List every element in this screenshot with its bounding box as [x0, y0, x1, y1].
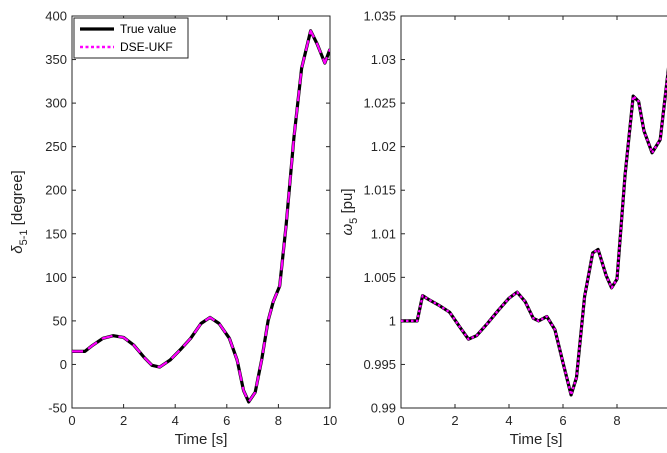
x-tick-label: 8 — [275, 413, 282, 428]
x-tick-label: 2 — [120, 413, 127, 428]
series-line-true-value — [72, 29, 330, 404]
y-tick-label: 400 — [45, 9, 67, 24]
x-tick-label: 6 — [559, 413, 566, 428]
y-tick-label: 100 — [45, 270, 67, 285]
y-tick-label: 1.015 — [363, 183, 396, 198]
axes-box-0 — [71, 15, 331, 409]
y-tick-label: 250 — [45, 139, 67, 154]
x-tick-label: 10 — [323, 413, 337, 428]
y-tick-label: 50 — [53, 313, 67, 328]
legend: True value DSE-UKF — [73, 17, 189, 59]
y-tick-label: 150 — [45, 226, 67, 241]
x-tick-label: 0 — [397, 413, 404, 428]
y-tick-label: 1.03 — [371, 52, 396, 67]
x-axis-label: Time [s] — [175, 431, 228, 448]
x-tick-label: 4 — [172, 413, 179, 428]
y-tick-label: 1.025 — [363, 96, 396, 111]
y-axis-label: ω5 [pu] — [339, 189, 360, 236]
series-line-1 — [401, 71, 667, 397]
x-tick-label: 4 — [505, 413, 512, 428]
series-line-dse-ukf — [72, 29, 330, 403]
y-tick-label: 300 — [45, 96, 67, 111]
x-axis-label: Time [s] — [510, 431, 563, 448]
y-tick-label: -50 — [48, 401, 67, 416]
x-tick-label: 8 — [613, 413, 620, 428]
y-axis-label: δ5-1 [degree] — [9, 170, 30, 253]
y-tick-label: 1.01 — [371, 226, 396, 241]
y-tick-label: 0 — [60, 357, 67, 372]
legend-entry-label: DSE-UKF — [120, 40, 173, 54]
series-line-0 — [401, 67, 667, 397]
x-tick-label: 6 — [223, 413, 230, 428]
axes-box-1 — [400, 15, 667, 409]
y-tick-label: 0.995 — [363, 357, 396, 372]
y-tick-label: 350 — [45, 52, 67, 67]
legend-entry-label: True value — [120, 22, 177, 36]
y-tick-label: 0.99 — [371, 401, 396, 416]
y-tick-label: 1.02 — [371, 139, 396, 154]
y-tick-label: 1.035 — [363, 9, 396, 24]
y-tick-label: 200 — [45, 183, 67, 198]
right-chart: 0 2 4 6 8 0.99 0.995 1 1.005 1.01 1.015 1.02 1.025 1.… — [339, 9, 667, 448]
x-tick-label: 0 — [68, 413, 75, 428]
x-tick-label: 2 — [451, 413, 458, 428]
y-tick-label: 1.005 — [363, 270, 396, 285]
y-tick-label: 1 — [389, 313, 396, 328]
